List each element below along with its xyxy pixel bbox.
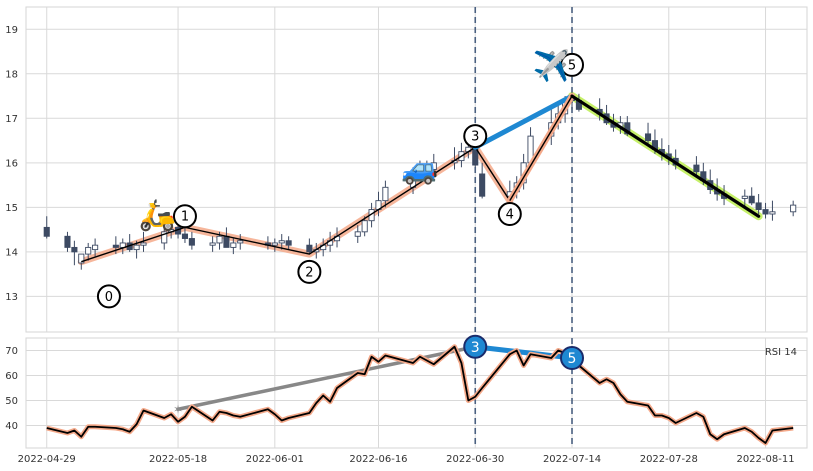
scooter-icon: 🛵 xyxy=(139,198,176,233)
rsi-y-tick-label: 50 xyxy=(5,396,18,407)
rsi-line xyxy=(46,345,794,444)
x-tick-label: 2022-04-29 xyxy=(18,454,76,465)
x-tick-label: 2022-06-01 xyxy=(246,454,304,465)
rsi-panel: 40 50 60 70 ✶ 3 5 RSI 14 xyxy=(5,334,808,449)
wave-4-5-line xyxy=(509,95,573,202)
wave-label-text: 1 xyxy=(181,210,189,225)
candle-up xyxy=(430,162,437,170)
wave-lines xyxy=(81,93,761,263)
candle-down xyxy=(755,202,762,211)
candle-down xyxy=(693,164,700,173)
candle-up xyxy=(354,231,361,237)
price-icons: 🛵 🚙 ✈️ xyxy=(139,47,570,233)
candle-down xyxy=(644,133,652,142)
candle-up xyxy=(230,242,237,248)
candle-up xyxy=(416,171,424,175)
rsi-y-tick-label: 70 xyxy=(5,346,18,357)
airplane-icon: ✈️ xyxy=(533,47,570,84)
wave-label-text: 4 xyxy=(506,208,514,223)
candle-up xyxy=(278,240,285,244)
price-y-tick-label: 15 xyxy=(5,203,18,214)
candle-down xyxy=(43,226,50,237)
price-y-tick-label: 13 xyxy=(5,292,18,303)
candle-down xyxy=(223,235,230,248)
x-tick-label: 2022-06-30 xyxy=(446,454,504,465)
wave-label-circle xyxy=(560,52,585,77)
wave-3-5-line xyxy=(472,93,575,150)
candle-up xyxy=(161,231,168,244)
wave-label-text: 2 xyxy=(305,265,313,280)
rsi-point-markers: ✶ 3 5 xyxy=(173,334,585,416)
candle-up xyxy=(361,220,368,233)
rsi-marker-label: 3 xyxy=(471,340,480,356)
wave-labels: 0 1 2 3 4 5 xyxy=(96,52,585,309)
candle-up xyxy=(78,253,85,264)
candle-up xyxy=(140,242,147,246)
wave-label-text: 0 xyxy=(105,290,113,305)
candle-up xyxy=(216,235,223,244)
rsi-panel-frame xyxy=(25,337,808,449)
candle-up xyxy=(92,244,99,251)
price-panel: 13 14 15 16 17 18 19 0 1 2 3 4 5 🛵 🚙 ✈️ xyxy=(5,6,808,333)
rsi-y-tick-label: 40 xyxy=(5,421,18,432)
candle-down xyxy=(306,244,313,253)
price-y-tick-label: 17 xyxy=(5,114,18,125)
candle-down xyxy=(64,235,71,248)
wave-label-circle xyxy=(463,124,488,149)
rsi-marker-circle xyxy=(463,334,488,359)
price-y-ticks: 13 14 15 16 17 18 19 xyxy=(5,25,18,303)
price-y-tick-label: 18 xyxy=(5,69,18,80)
x-tick-label: 2022-05-18 xyxy=(149,454,207,465)
candle-down xyxy=(188,238,195,246)
rsi-y-tick-label: 60 xyxy=(5,371,18,382)
candle-up xyxy=(741,195,748,199)
candle-up xyxy=(237,240,244,244)
candle-down xyxy=(748,195,755,204)
candle-down xyxy=(762,209,769,215)
wave-line xyxy=(81,146,511,263)
candle-up xyxy=(382,186,389,202)
x-tick-label: 2022-06-16 xyxy=(349,454,407,465)
wave-label-circle xyxy=(297,259,322,284)
candle-down xyxy=(479,173,486,197)
wave-label-circle xyxy=(96,284,121,309)
candle-up xyxy=(423,169,430,173)
x-axis-ticks: 2022-04-29 2022-05-18 2022-06-01 2022-06-16… xyxy=(18,454,795,465)
rsi-star-marker: ✶ xyxy=(173,402,183,416)
wave-label-circle xyxy=(497,202,522,227)
candle-up xyxy=(271,242,278,246)
x-tick-label: 2022-08-11 xyxy=(736,454,794,465)
candle-down xyxy=(112,244,119,248)
candle-down xyxy=(71,246,78,253)
candle-down xyxy=(181,233,189,239)
candle-up xyxy=(790,204,797,213)
wave-label-text: 3 xyxy=(471,130,479,145)
wave-label-circle xyxy=(172,204,197,229)
candle-down xyxy=(285,240,292,246)
x-tick-label: 2022-07-28 xyxy=(640,454,698,465)
price-y-tick-label: 14 xyxy=(5,247,18,258)
price-y-tick-label: 19 xyxy=(5,25,18,36)
decline-line xyxy=(570,94,761,218)
rsi-y-ticks: 40 50 60 70 xyxy=(5,346,18,432)
rsi-legend: RSI 14 xyxy=(765,347,797,358)
rsi-marker-label: 5 xyxy=(568,351,577,367)
car-icon: 🚙 xyxy=(401,151,438,186)
rsi-marker-circle xyxy=(560,346,585,370)
price-panel-frame xyxy=(25,6,808,333)
candle-up xyxy=(209,242,216,246)
rsi-series xyxy=(46,344,794,446)
candle-up xyxy=(133,244,140,251)
candle-up xyxy=(85,246,92,255)
x-tick-label: 2022-07-14 xyxy=(543,454,601,465)
price-y-tick-label: 16 xyxy=(5,158,18,169)
wave-label-text: 5 xyxy=(568,58,576,73)
candle-up xyxy=(769,211,776,215)
